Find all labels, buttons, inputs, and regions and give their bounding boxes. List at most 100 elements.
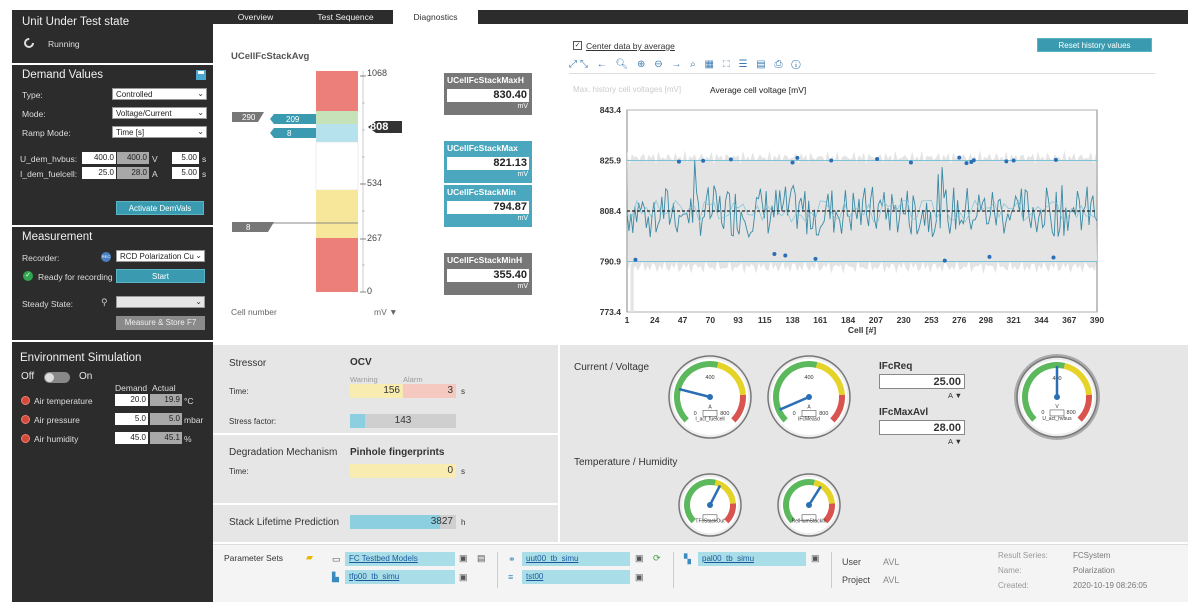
name-value: Polarization bbox=[1073, 566, 1115, 575]
env-actual: 5.0 bbox=[150, 413, 182, 425]
param-uut00[interactable]: uut00_tb_simu bbox=[522, 552, 630, 566]
i-time-input[interactable]: 5.00 bbox=[172, 167, 199, 179]
env-demand-input[interactable]: 45.0 bbox=[115, 432, 148, 444]
center-checkbox[interactable]: ✓ bbox=[573, 41, 582, 50]
param-fc-testbed[interactable]: FC Testbed Models bbox=[345, 552, 455, 566]
outlier-point bbox=[964, 161, 969, 166]
param-tfp00[interactable]: tfp00_tb_simu bbox=[345, 570, 455, 584]
i-unit: A bbox=[152, 169, 158, 179]
u-demand-input[interactable]: 400.0 bbox=[82, 152, 116, 164]
gauge-current-unit: A bbox=[708, 404, 712, 410]
uut-title: Unit Under Test state bbox=[22, 16, 130, 28]
cell-voltage-chart: 843.4 825.9 808.4 790.9 773.41 24 47 70 93 115 138… bbox=[600, 105, 1105, 335]
outlier-point bbox=[1004, 159, 1009, 164]
env-status-icon bbox=[21, 434, 30, 443]
env-row-label: Air humidity bbox=[34, 434, 79, 444]
outlier-point bbox=[1051, 255, 1056, 260]
env-status-icon bbox=[21, 415, 30, 424]
gauge-current-green-arc bbox=[674, 361, 719, 423]
stressor-section: Stressor OCV Warning Alarm Time: 156 3 s… bbox=[213, 345, 558, 433]
gauge-voltage-green-arc bbox=[1022, 362, 1066, 422]
param-tst00[interactable]: tst00 bbox=[522, 570, 630, 584]
activate-demvals-button[interactable]: Activate DemVals bbox=[116, 201, 204, 215]
gauge-current-readout bbox=[702, 410, 718, 417]
param-pal00[interactable]: pal00_tb_simu bbox=[698, 552, 806, 566]
gauge-humidity-needle bbox=[807, 485, 822, 506]
gauge-voltage-readout bbox=[1049, 409, 1065, 417]
reset-history-button[interactable]: Reset history values bbox=[1037, 38, 1152, 52]
toolbar-divider bbox=[569, 73, 1155, 74]
stack-tag-209: 209 bbox=[286, 115, 300, 124]
ifcmax-input[interactable]: 28.00 bbox=[879, 420, 965, 435]
file-icon[interactable]: ▤ bbox=[477, 553, 486, 563]
history-spike bbox=[630, 264, 634, 312]
stressor-time-alarm: 3 bbox=[403, 384, 456, 398]
measurement-panel: Measurement Recorder: REC RCD Polarizati… bbox=[12, 227, 213, 340]
x-tick-label: 298 bbox=[979, 315, 993, 325]
gauge-temp-label: TFcStackOut bbox=[695, 518, 725, 524]
mode-select[interactable]: Voltage/Current ⌄ bbox=[112, 107, 207, 119]
created-label: Created: bbox=[998, 581, 1029, 590]
tab-overview[interactable]: Overview bbox=[237, 12, 274, 22]
ramp-select[interactable]: Time [s] ⌄ bbox=[112, 126, 207, 138]
gauge-humidity-red-arc bbox=[822, 503, 835, 524]
x-tick-label: 161 bbox=[813, 315, 827, 325]
u-time-input[interactable]: 5.00 bbox=[172, 152, 199, 164]
demand-title: Demand Values bbox=[22, 69, 103, 81]
gauge-current-tick: 0 bbox=[694, 411, 697, 417]
stack-tag-290: 290 bbox=[242, 113, 256, 122]
sequence-icon: ≡ bbox=[508, 572, 514, 582]
save-icon[interactable] bbox=[196, 70, 206, 80]
u-time-unit: s bbox=[202, 154, 207, 164]
degradation-section: Degradation Mechanism Pinhole fingerprin… bbox=[213, 435, 558, 503]
measure-store-button[interactable]: Measure & Store F7 bbox=[116, 316, 205, 330]
gauge-ifcmeasd-tick: 800 bbox=[819, 411, 828, 417]
ramp-label: Ramp Mode: bbox=[22, 128, 71, 138]
x-tick-label: 344 bbox=[1034, 315, 1048, 325]
legend-max-history[interactable]: Max. history cell voltages [mV] bbox=[573, 85, 682, 94]
gauge-temp-red-arc bbox=[723, 503, 736, 524]
refresh-file-icon[interactable]: ⟳ bbox=[653, 553, 661, 563]
env-actual: 45.1 bbox=[150, 432, 182, 444]
legend-avg[interactable]: Average cell voltage [mV] bbox=[710, 85, 807, 95]
save-icon[interactable]: ▣ bbox=[459, 572, 468, 582]
save-icon[interactable]: ▣ bbox=[459, 553, 468, 563]
unit-dropdown[interactable]: mV ▼ bbox=[374, 307, 398, 317]
center-label[interactable]: Center data by average bbox=[586, 41, 675, 51]
chart-toolbar[interactable]: ⤢⤡ ← 🔍︎ ⊕ ⊖ → ⌕ ▦ ⛶ ☰ ▤ ⎙ ⓘ bbox=[569, 59, 804, 70]
env-toggle[interactable] bbox=[44, 372, 70, 383]
save-icon[interactable]: ▣ bbox=[635, 553, 644, 563]
i-actual: 28.0 bbox=[117, 167, 149, 179]
env-demand-input[interactable]: 20.0 bbox=[115, 394, 148, 406]
x-tick-label: 230 bbox=[897, 315, 911, 325]
gauge-voltage-label: U_act_hvbus bbox=[1042, 416, 1072, 422]
outlier-point bbox=[701, 158, 706, 163]
stack-tag-8a: 8 bbox=[287, 129, 292, 138]
recorder-select[interactable]: RCD Polarization Cu ⌄ bbox=[116, 250, 205, 262]
type-select[interactable]: Controlled ⌄ bbox=[112, 88, 207, 100]
ifcmax-unit: A ▼ bbox=[948, 437, 963, 446]
stack-current-value: 808 bbox=[370, 121, 389, 133]
gauge-ifcmeasd-unit: A bbox=[807, 404, 811, 410]
i-time-unit: s bbox=[202, 169, 207, 179]
result-series-value: FCSystem bbox=[1073, 551, 1111, 560]
y-tick-label: 808.4 bbox=[600, 206, 622, 216]
env-demand-input[interactable]: 5.0 bbox=[115, 413, 148, 425]
folder-icon[interactable]: ▰ bbox=[306, 552, 313, 562]
x-tick-label: 276 bbox=[952, 315, 966, 325]
ifcreq-input[interactable]: 25.00 bbox=[879, 374, 965, 389]
save-icon[interactable]: ▣ bbox=[635, 572, 644, 582]
start-button[interactable]: Start bbox=[116, 269, 205, 283]
stack-tick-0: 0 bbox=[367, 286, 373, 296]
steady-state-select[interactable]: ⌄ bbox=[116, 296, 205, 308]
i-demand-input[interactable]: 25.0 bbox=[82, 167, 116, 179]
x-tick-label: 138 bbox=[785, 315, 799, 325]
tab-diagnostics[interactable]: Diagnostics bbox=[393, 10, 478, 24]
save-icon[interactable]: ▣ bbox=[811, 553, 820, 563]
created-value: 2020-10-19 08:26:05 bbox=[1073, 581, 1148, 590]
tab-test-sequence[interactable]: Test Sequence bbox=[317, 12, 374, 22]
stack-title: UCellFcStackAvg bbox=[231, 51, 310, 62]
uut-status: Running bbox=[48, 39, 80, 49]
y-tick-label: 843.4 bbox=[600, 105, 622, 115]
gauge-current-red-arc bbox=[731, 394, 746, 423]
